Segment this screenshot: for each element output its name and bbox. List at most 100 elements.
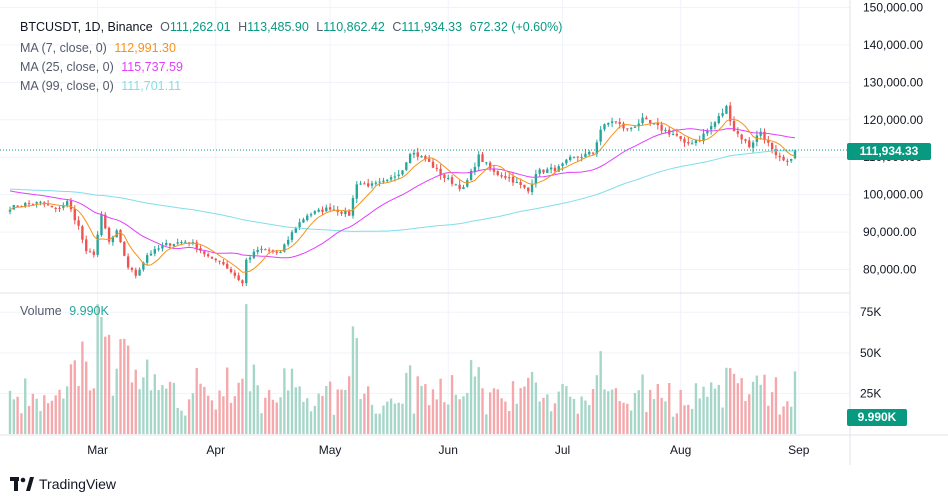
candle-body	[374, 182, 378, 184]
candle-body	[378, 181, 381, 183]
time-tick-label: Apr	[206, 443, 225, 457]
candle-body	[542, 169, 545, 173]
ma99-legend[interactable]: MA (99, close, 0) 111,701.11	[20, 79, 185, 93]
candle-body	[610, 121, 614, 123]
candle-body	[427, 158, 431, 162]
volume-bar	[591, 389, 595, 434]
candle-body	[790, 158, 793, 161]
volume-bar	[793, 371, 797, 434]
volume-axis[interactable]: 25K 50K 75K	[860, 305, 881, 400]
volume-bar	[725, 367, 728, 434]
volume-bar	[603, 389, 606, 434]
volume-bar	[12, 399, 15, 434]
volume-bar	[92, 388, 96, 434]
volume-bar	[336, 389, 339, 434]
volume-bar	[233, 396, 237, 434]
volume-bar	[607, 391, 610, 434]
price-axis[interactable]: 80,000.0090,000.00100,000.00110,000.0012…	[863, 0, 923, 276]
candle-body	[393, 176, 397, 178]
candle-body	[508, 177, 511, 179]
volume-bar	[424, 384, 427, 434]
candle-body	[134, 269, 137, 276]
volume-bar	[119, 339, 122, 434]
price-tick-label: 90,000.00	[863, 225, 917, 239]
volume-bar	[50, 400, 54, 434]
ma99-line	[9, 150, 795, 232]
close-label: C	[392, 20, 402, 34]
volume-bar	[549, 411, 553, 434]
ma25-value: 115,737.59	[121, 60, 183, 74]
candle-body	[732, 121, 736, 131]
volume-legend[interactable]: Volume 9.990K	[20, 304, 113, 318]
candle-body	[713, 122, 717, 127]
candle-body	[607, 123, 610, 125]
candle-body	[317, 209, 320, 212]
volume-bar	[519, 388, 522, 434]
volume-bar	[790, 406, 793, 434]
volume-bar	[763, 374, 766, 434]
candle-body	[119, 229, 122, 243]
price-tick-label: 120,000.00	[863, 113, 923, 127]
candle-body	[477, 154, 480, 167]
candle-body	[104, 214, 107, 229]
candle-body	[519, 182, 522, 185]
volume-bar	[104, 336, 107, 434]
volume-bar	[8, 390, 12, 434]
volume-bar	[328, 381, 332, 434]
price-tick-label: 80,000.00	[863, 263, 917, 277]
volume-bar	[69, 364, 73, 434]
candle-body	[759, 131, 762, 136]
time-axis[interactable]: Mar Apr May Jun Jul Aug Sep	[87, 443, 809, 457]
candle-body	[77, 220, 80, 226]
candle-body	[96, 234, 99, 255]
candle-body	[561, 163, 564, 166]
volume-bar	[702, 386, 705, 434]
volume-bar	[561, 383, 564, 434]
volume-bar	[447, 404, 450, 434]
candle-body	[595, 142, 599, 154]
tradingview-logo[interactable]: TradingView	[10, 476, 116, 492]
candle-body	[744, 139, 747, 141]
candle-body	[39, 201, 42, 203]
candle-body	[260, 248, 263, 250]
volume-bar	[774, 377, 778, 434]
volume-bar	[706, 396, 709, 434]
candle-body	[511, 176, 515, 183]
volume-bar	[393, 403, 397, 434]
volume-bar	[73, 360, 76, 434]
candle-body	[149, 253, 153, 256]
candle-body	[359, 183, 362, 185]
volume-bar	[530, 371, 534, 434]
volume-bar	[340, 389, 343, 434]
candle-body	[222, 261, 225, 265]
ma25-legend[interactable]: MA (25, close, 0) 115,737.59	[20, 60, 187, 74]
candle-body	[622, 123, 625, 129]
candle-body	[62, 205, 65, 208]
symbol-title[interactable]: BTCUSDT, 1D, Binance	[20, 20, 153, 34]
volume-bar	[245, 304, 248, 434]
candle-body	[180, 242, 183, 244]
candle-body	[568, 156, 572, 161]
candle-body	[408, 154, 412, 163]
volume-bar	[347, 376, 351, 434]
candle-body	[248, 257, 252, 260]
volume-bar	[237, 382, 240, 434]
volume-bar	[367, 386, 370, 434]
volume-bar	[443, 402, 446, 434]
candle-body	[172, 244, 176, 247]
volume-bar	[351, 326, 355, 434]
volume-bar	[222, 396, 225, 434]
change-value: 672.32 (+0.60%)	[469, 20, 563, 34]
volume-bar	[450, 375, 454, 434]
candle-body	[367, 183, 370, 187]
volume-bar	[191, 393, 195, 434]
ma7-legend[interactable]: MA (7, close, 0) 112,991.30	[20, 41, 180, 55]
volume-bar	[226, 367, 229, 434]
candle-body	[161, 245, 164, 249]
candle-body	[572, 156, 576, 158]
candle-body	[420, 156, 423, 158]
volume-bar	[264, 397, 267, 434]
volume-bar	[199, 383, 202, 434]
candle-body	[8, 209, 12, 212]
